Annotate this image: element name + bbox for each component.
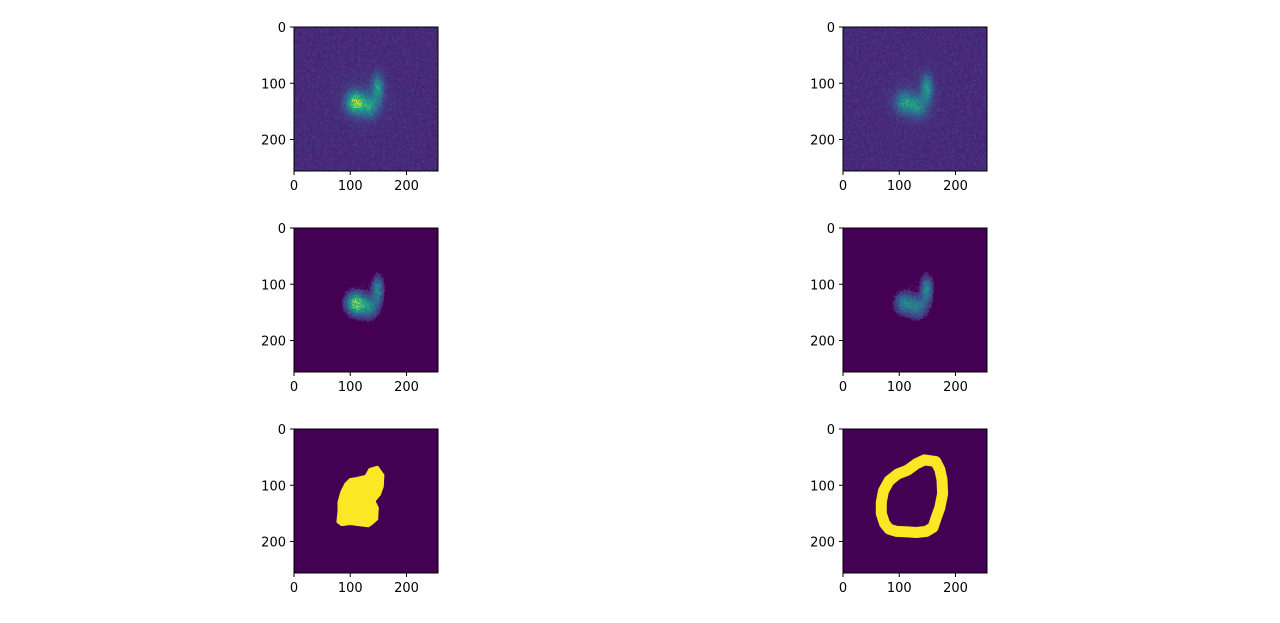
x-tick-label: 200 [943,380,968,395]
axes-frame [293,26,439,172]
y-tick-label: 200 [261,536,286,551]
y-tick-label: 200 [810,335,835,350]
x-tick-label: 0 [839,581,847,596]
mask-ring [875,454,949,538]
x-tick-label: 0 [290,380,298,395]
y-tick-label: 100 [261,77,286,92]
y-tick-label: 0 [827,423,835,438]
axes-frame [842,227,988,373]
y-tick-label: 200 [810,536,835,551]
y-tick-label: 0 [278,21,286,36]
x-tick-label: 100 [887,581,912,596]
x-tick-label: 0 [839,380,847,395]
axes-frame [842,428,988,574]
x-tick-label: 200 [943,581,968,596]
x-tick-label: 100 [887,380,912,395]
x-tick-label: 200 [394,380,419,395]
y-tick-label: 200 [810,134,835,149]
x-tick-label: 200 [394,179,419,194]
x-tick-label: 100 [338,581,363,596]
intensity-image [294,228,438,372]
x-tick-label: 200 [943,179,968,194]
y-tick-label: 200 [261,335,286,350]
axes-frame [842,26,988,172]
x-tick-label: 0 [290,179,298,194]
y-tick-label: 100 [261,278,286,293]
x-tick-label: 0 [290,581,298,596]
axes-frame [293,428,439,574]
subplot-5: 0 100 200 0 100 200 [261,423,439,596]
subplot-1: 0 100 200 0 100 200 [261,21,439,194]
y-tick-label: 100 [261,479,286,494]
intensity-image [294,27,438,171]
x-tick-label: 200 [394,581,419,596]
axes-frame [293,227,439,373]
y-tick-label: 100 [810,479,835,494]
y-tick-label: 200 [261,134,286,149]
y-tick-label: 100 [810,77,835,92]
mask-background [843,429,987,573]
x-tick-label: 0 [839,179,847,194]
y-tick-label: 0 [278,423,286,438]
subplot-4: 0 100 200 0 100 200 [810,222,988,395]
mask-region [336,465,385,528]
subplot-3: 0 100 200 0 100 200 [261,222,439,395]
x-tick-label: 100 [338,380,363,395]
subplot-6: 0 100 200 0 100 200 [810,423,988,596]
y-tick-label: 100 [810,278,835,293]
y-tick-label: 0 [827,21,835,36]
y-tick-label: 0 [827,222,835,237]
intensity-image [843,27,987,171]
x-tick-label: 100 [338,179,363,194]
subplot-2: 0 100 200 0 100 200 [810,21,988,194]
x-tick-label: 100 [887,179,912,194]
intensity-image [843,228,987,372]
y-tick-label: 0 [278,222,286,237]
